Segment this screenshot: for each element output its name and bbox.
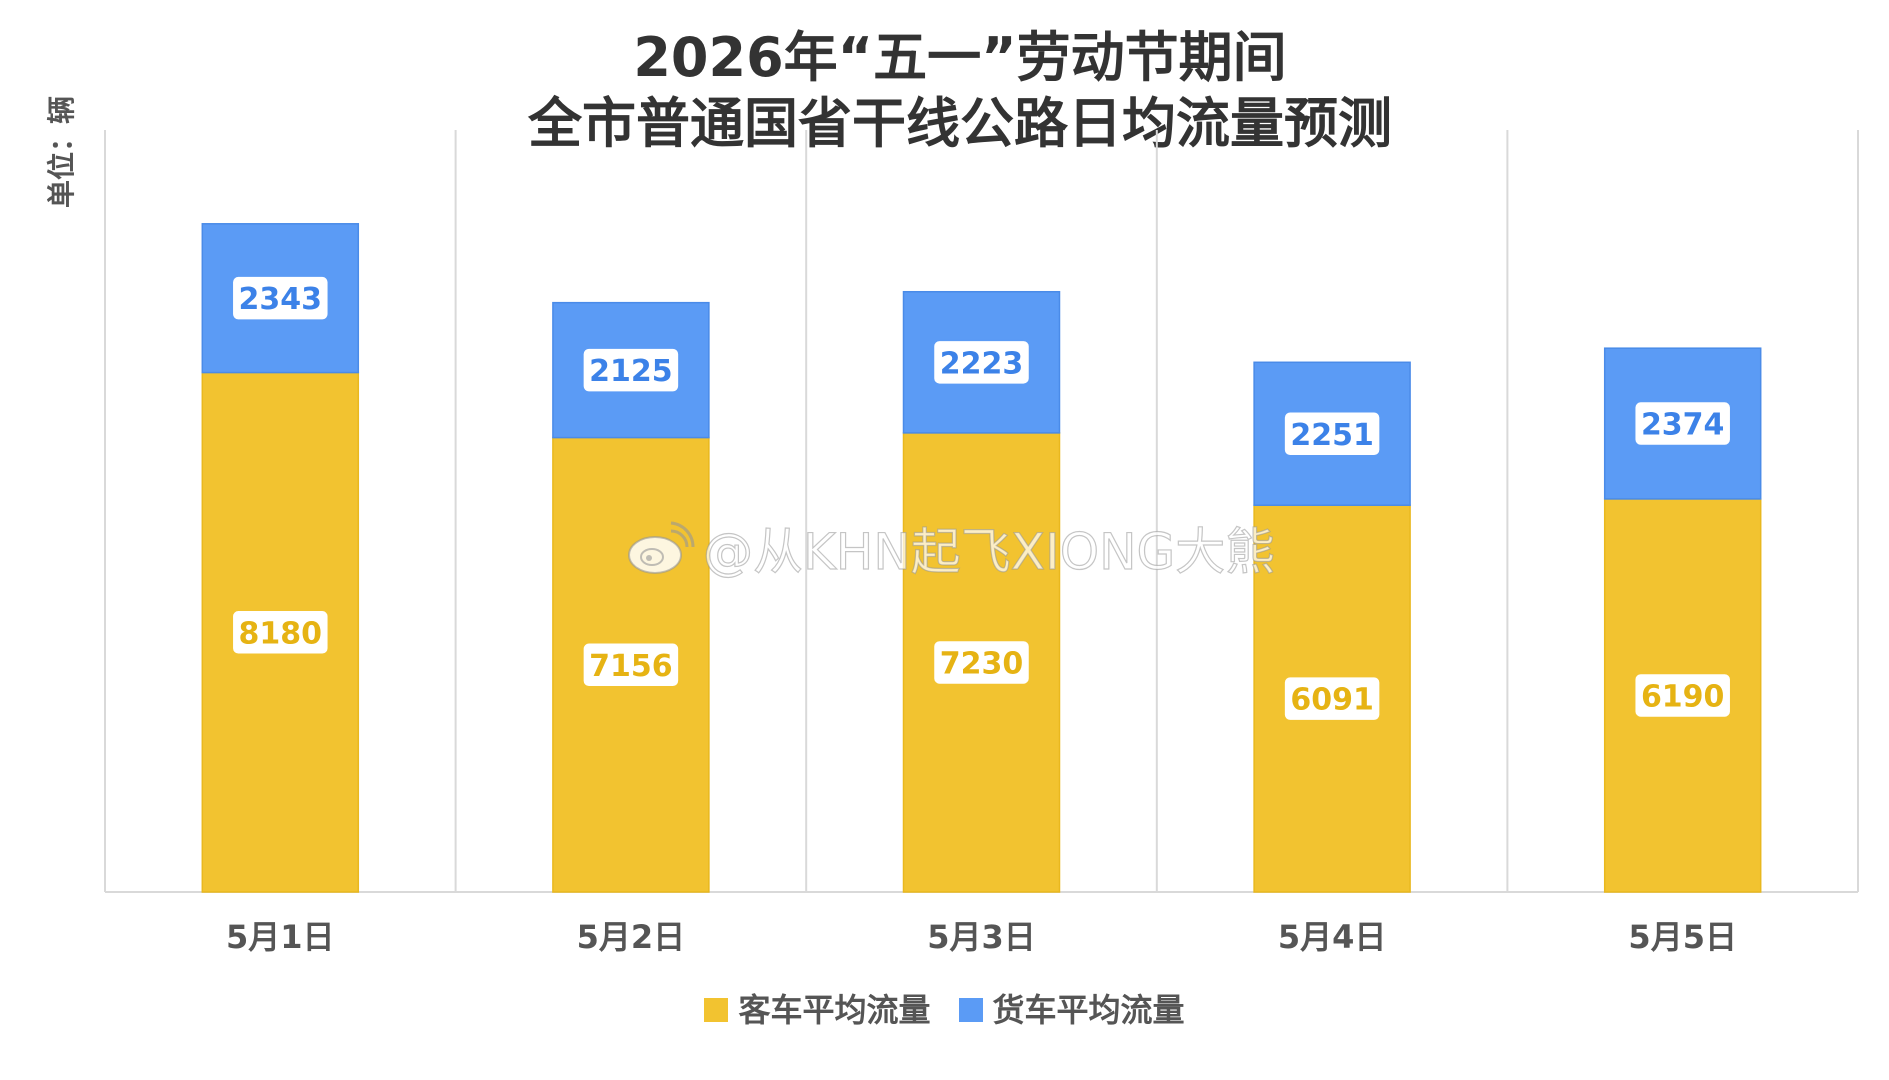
data-label-passenger: 7156 xyxy=(589,649,673,684)
legend-swatch-passenger xyxy=(704,998,729,1022)
legend-label-passenger: 客车平均流量 xyxy=(738,991,931,1029)
data-label-freight: 2343 xyxy=(239,282,323,317)
data-label-freight: 2374 xyxy=(1641,408,1725,443)
data-label-box-passenger xyxy=(1633,672,1732,719)
legend: 客车平均流量 货车平均流量 xyxy=(0,990,1889,1030)
data-label-box-passenger xyxy=(582,642,680,688)
watermark: @从KHN起飞XIONG大熊 xyxy=(625,512,1276,584)
x-tick-label: 5月5日 xyxy=(1628,918,1737,956)
chart-title-line1: 2026年“五一”劳动节期间 xyxy=(633,26,1287,89)
data-label-box-passenger xyxy=(932,639,1031,686)
legend-item-passenger: 客车平均流量 xyxy=(704,990,931,1030)
data-label-passenger: 6091 xyxy=(1290,683,1374,718)
data-label-box-freight xyxy=(582,347,680,393)
x-tick-label: 5月4日 xyxy=(1278,918,1387,956)
data-label-box-freight xyxy=(231,275,330,321)
data-label-passenger: 6190 xyxy=(1641,679,1725,714)
bar-passenger xyxy=(1253,504,1411,893)
data-label-box-freight xyxy=(1633,400,1732,447)
data-label-box-freight xyxy=(1283,411,1381,457)
legend-item-freight: 货车平均流量 xyxy=(958,990,1185,1030)
data-label-freight: 2125 xyxy=(589,354,673,389)
data-label-box-freight xyxy=(932,339,1031,386)
data-label-passenger: 8180 xyxy=(239,616,323,651)
legend-label-freight: 货车平均流量 xyxy=(992,991,1185,1029)
data-label-box-passenger xyxy=(231,609,330,656)
x-tick-label: 5月2日 xyxy=(577,918,686,956)
watermark-text: @从KHN起飞XIONG大熊 xyxy=(702,522,1276,581)
weibo-logo-icon xyxy=(628,521,695,574)
data-label-freight: 2223 xyxy=(940,346,1024,381)
legend-swatch-freight xyxy=(958,998,983,1022)
chart-title-line2: 全市普通国省干线公路日均流量预测 xyxy=(528,92,1392,155)
data-label-passenger: 7230 xyxy=(940,646,1024,681)
x-tick-label: 5月3日 xyxy=(927,918,1036,956)
x-tick-label: 5月1日 xyxy=(226,918,335,956)
data-label-freight: 2251 xyxy=(1290,418,1374,453)
data-label-box-passenger xyxy=(1283,675,1381,722)
